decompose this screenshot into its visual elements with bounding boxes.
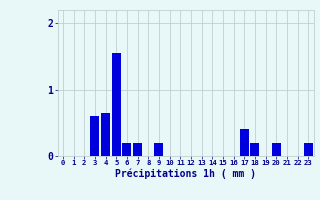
Bar: [112, 53, 121, 156]
Bar: [101, 113, 110, 156]
Bar: [240, 129, 249, 156]
Bar: [304, 143, 313, 156]
Bar: [272, 143, 281, 156]
Bar: [91, 116, 100, 156]
Bar: [133, 143, 142, 156]
X-axis label: Précipitations 1h ( mm ): Précipitations 1h ( mm ): [115, 169, 256, 179]
Bar: [250, 143, 260, 156]
Bar: [154, 143, 164, 156]
Bar: [123, 143, 132, 156]
